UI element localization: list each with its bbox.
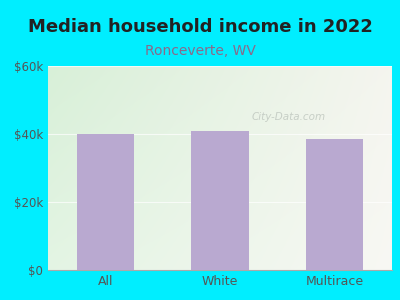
- Text: Ronceverte, WV: Ronceverte, WV: [144, 44, 256, 58]
- Bar: [306, 139, 363, 270]
- Bar: [191, 130, 249, 270]
- Text: Median household income in 2022: Median household income in 2022: [28, 18, 372, 36]
- Bar: [77, 134, 134, 270]
- Text: City-Data.com: City-Data.com: [252, 112, 326, 122]
